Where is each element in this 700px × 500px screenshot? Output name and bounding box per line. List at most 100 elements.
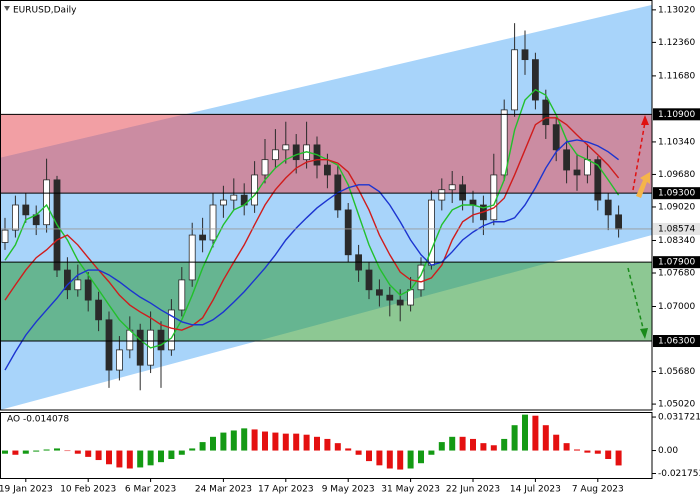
candle-body: [407, 289, 415, 306]
ao-bar: [262, 431, 268, 451]
candle-body: [469, 199, 477, 206]
candle-body: [521, 49, 529, 61]
x-tick-label: 7 Aug 2023: [572, 485, 624, 495]
x-tick-label: 14 Jul 2023: [510, 485, 561, 495]
x-tick-label: 24 Mar 2023: [195, 485, 252, 495]
ao-bar: [241, 428, 248, 451]
ao-bar: [376, 450, 383, 466]
zone: [0, 114, 652, 194]
up-arrow-head: [641, 115, 649, 125]
last-price-label: 1.08574: [658, 224, 695, 234]
pivot-arrow: [636, 172, 650, 198]
candle-body: [251, 174, 259, 206]
ao-bar: [2, 450, 8, 454]
ao-bar: [522, 414, 528, 451]
candle-body: [573, 169, 581, 176]
x-tick-label: 31 May 2023: [381, 485, 440, 495]
x-tick-label: 19 Jan 2023: [0, 485, 53, 495]
ao-bar: [542, 425, 549, 451]
down-arrow-head: [640, 328, 648, 339]
ao-bar: [189, 448, 196, 451]
ao-bar: [345, 448, 352, 451]
ao-bar: [584, 450, 591, 453]
indicator-title: AO -0.014078: [7, 415, 69, 425]
ao-bar: [324, 438, 331, 451]
y-tick-label: 1.12360: [658, 38, 695, 48]
y-tick-label: 0.031721: [658, 413, 700, 423]
candle-body: [188, 234, 196, 281]
ao-bar: [553, 434, 560, 451]
ao-bar: [147, 450, 154, 466]
level-label-box: [653, 187, 700, 200]
ao-bar: [178, 450, 185, 455]
ao-bar: [22, 450, 29, 454]
candle-body: [396, 299, 404, 306]
candle-body: [490, 174, 498, 221]
price-frame: [0, 0, 653, 411]
candle-body: [438, 189, 446, 201]
y-tick-label: 1.13020: [658, 5, 695, 15]
moving-average: [4, 88, 620, 349]
level-label-box: [653, 256, 700, 269]
price-plot: [0, 4, 652, 410]
ao-bar: [511, 425, 518, 451]
candle-body: [532, 59, 539, 101]
ao-bar: [251, 429, 258, 451]
ao-bar: [33, 450, 40, 452]
ao-bar: [43, 449, 50, 451]
candle-body: [594, 159, 602, 201]
candle-body: [116, 349, 123, 371]
candle-body: [459, 184, 467, 201]
ao-bar: [210, 436, 216, 451]
ao-bar: [418, 450, 424, 464]
candle-body: [584, 159, 591, 176]
candle-body: [74, 279, 82, 291]
indicator-frame: [0, 412, 653, 479]
candle-body: [448, 184, 456, 191]
ao-bar: [64, 450, 71, 452]
axes: 1.13020 1.12360 1.11680 1.10340 1.09680 1.090…: [0, 5, 700, 495]
candle-body: [209, 204, 217, 241]
candle-body: [604, 199, 612, 216]
candle-body: [511, 49, 519, 111]
ao-bar: [282, 433, 289, 451]
y-tick-label: 1.09680: [658, 170, 695, 180]
candle-body: [157, 329, 165, 351]
ao-bar: [594, 450, 601, 454]
candle-body: [323, 164, 331, 176]
ao-bar: [95, 450, 102, 461]
ao-bar: [615, 450, 622, 466]
y-tick-label: 0.00: [658, 446, 678, 456]
y-tick-label: 1.05680: [658, 367, 695, 377]
candle-body: [271, 149, 279, 161]
candle-body: [230, 194, 238, 201]
ao-bar: [470, 438, 476, 451]
candle-body: [563, 149, 570, 171]
level-label-box: [653, 108, 700, 121]
ao-bar: [574, 449, 580, 451]
ao-bar: [293, 433, 300, 451]
ao-bar: [106, 450, 112, 465]
candle-body: [292, 144, 300, 161]
candle-body: [219, 199, 227, 206]
candle-body: [552, 124, 560, 151]
ao-bar: [480, 443, 487, 451]
candle-body: [43, 179, 50, 226]
candle-body: [84, 279, 92, 301]
ao-bar: [137, 450, 144, 468]
level-label-box: [653, 335, 700, 348]
y-tick-label: 1.07680: [658, 269, 695, 279]
y-tick-label: 1.09020: [658, 202, 695, 212]
candle-body: [500, 109, 508, 176]
ao-bar: [605, 450, 612, 459]
up-arrow: [632, 121, 646, 191]
candle-body: [105, 319, 113, 371]
ao-bar: [501, 438, 508, 451]
level-label: 1.09300: [658, 189, 695, 199]
y-tick-label: 1.08340: [658, 236, 695, 246]
candle-body: [136, 329, 144, 366]
ao-bar: [449, 436, 456, 451]
ao-bar: [490, 445, 497, 451]
forecast-arrows: [627, 115, 650, 339]
ao-bar: [428, 450, 435, 455]
